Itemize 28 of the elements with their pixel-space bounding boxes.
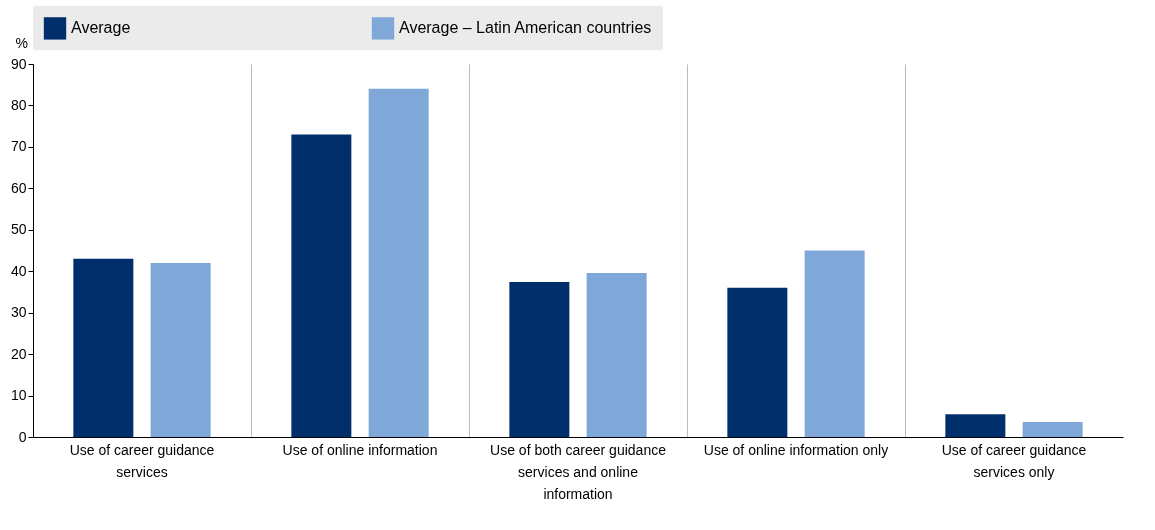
legend-label: Average – Latin American countries	[399, 19, 652, 37]
bar	[586, 272, 647, 437]
y-tick-label: 30	[10, 304, 27, 321]
y-tick-label: 70	[10, 138, 27, 155]
y-tick-label: 0	[18, 428, 27, 445]
x-tick-label: Use of both career guidance services and online information	[490, 441, 667, 502]
x-tick-label: Use of online information only	[703, 441, 889, 458]
bar	[291, 134, 352, 437]
y-tick-label: 90	[10, 55, 27, 72]
bar	[368, 88, 429, 437]
bar	[945, 414, 1006, 437]
bar	[73, 258, 134, 437]
x-tick-label: Use of online information	[282, 441, 438, 458]
bar	[727, 287, 788, 437]
y-tick-label: 60	[10, 179, 27, 196]
y-tick-label: 80	[10, 96, 27, 113]
bar	[509, 282, 570, 437]
bar	[1022, 422, 1083, 437]
y-tick-label: 10	[10, 387, 27, 404]
y-tick-label: 50	[10, 221, 27, 238]
x-tick-label: Use of career guidance services	[69, 441, 215, 480]
y-axis-title: %	[15, 34, 28, 51]
bar	[150, 262, 211, 437]
x-tick-label: Use of career guidance services only	[941, 441, 1087, 480]
legend-label: Average	[71, 19, 131, 37]
y-tick-label: 40	[10, 262, 27, 279]
bar	[804, 250, 865, 437]
y-tick-label: 20	[10, 345, 27, 362]
